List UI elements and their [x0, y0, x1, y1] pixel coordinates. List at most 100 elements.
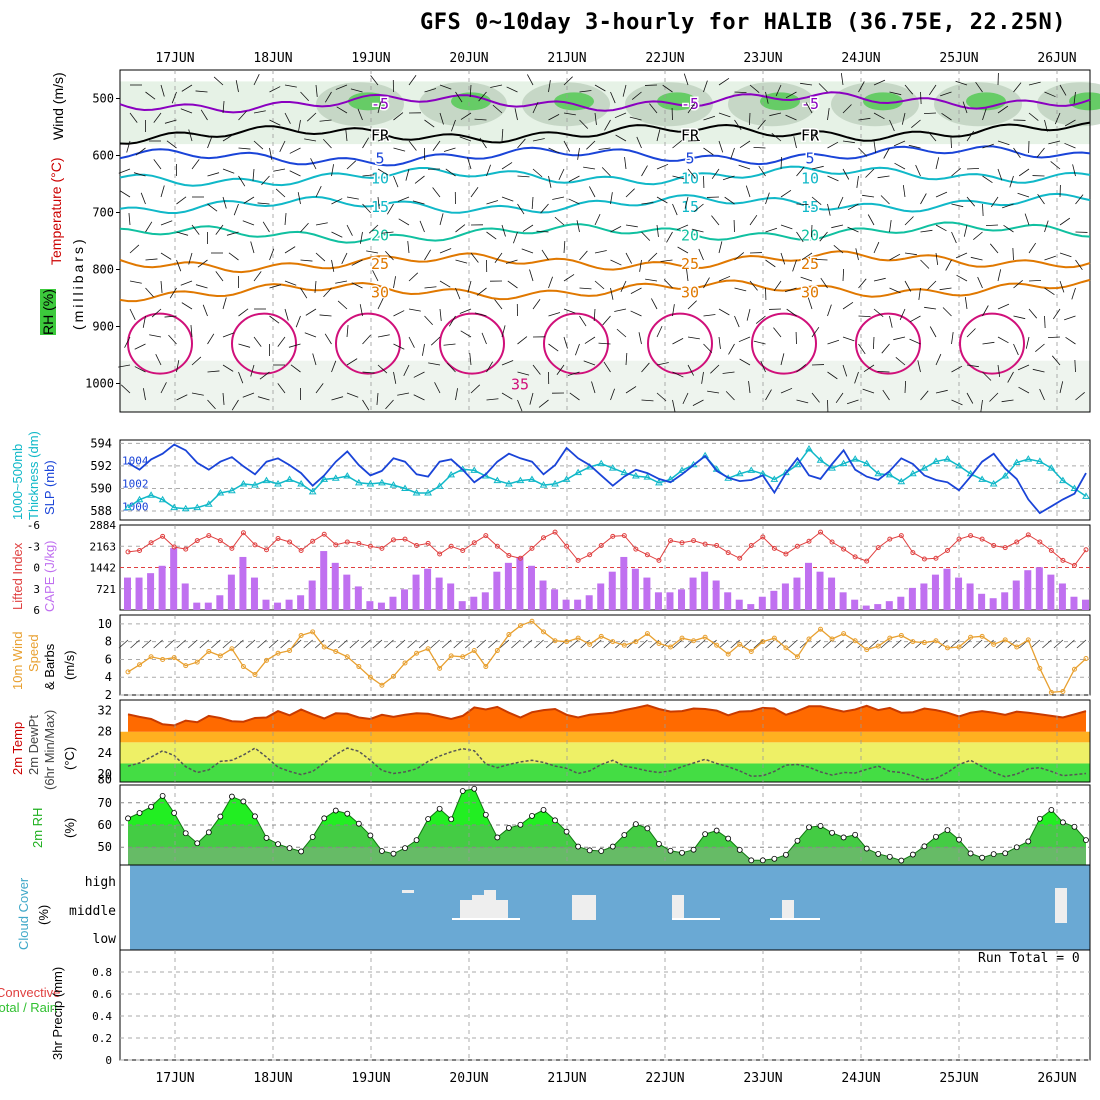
thickness-point	[378, 478, 386, 486]
isotherm-label: FR	[371, 127, 390, 145]
isotherm-30	[119, 278, 1091, 303]
wind-barb	[831, 224, 844, 229]
lifted-point	[656, 557, 662, 563]
wind-barb	[703, 115, 716, 121]
rh-tick-label: 60	[98, 818, 112, 832]
isotherm-5	[119, 145, 1091, 167]
wind-speed-point	[321, 644, 327, 650]
wind-barb	[377, 364, 388, 374]
cape-bar	[124, 577, 131, 610]
wind-barb	[1051, 355, 1061, 366]
wind-barb	[997, 303, 1010, 310]
wind-speed-point	[287, 648, 293, 654]
lifted-point	[910, 550, 916, 556]
wind-barb	[486, 398, 499, 401]
wind-barb	[315, 84, 318, 97]
rh-blob-core	[554, 92, 594, 111]
wind-barb	[819, 231, 828, 242]
wind-barb	[1054, 112, 1061, 125]
wind-barb	[842, 336, 855, 342]
wind-barb	[514, 108, 518, 121]
isotherm-label: 10	[681, 169, 699, 187]
wind-barb	[181, 302, 193, 310]
wind-barb	[1012, 247, 1014, 261]
wind-barb	[880, 195, 890, 205]
wind-barb	[532, 101, 539, 114]
wind-barb	[796, 203, 809, 206]
wind-barb	[1072, 164, 1076, 177]
wind-barb	[428, 362, 441, 366]
rh-point	[852, 831, 859, 838]
wind-tick-label: 10	[98, 617, 112, 631]
wind-speed-point	[910, 639, 916, 645]
wind-barb	[501, 129, 504, 142]
wind-barb-10m	[511, 639, 521, 649]
wind-barb	[858, 278, 867, 289]
wind-barb	[840, 73, 844, 86]
wind-barb-10m	[1030, 639, 1041, 649]
wind-barb	[873, 112, 885, 120]
wind-barb	[160, 84, 165, 97]
isotherm-label: 10	[371, 169, 389, 187]
wind-barb	[842, 140, 855, 144]
wind-barb	[589, 186, 596, 198]
wind-barb	[443, 343, 456, 346]
wind-speed-point	[240, 664, 246, 670]
wind-barb	[858, 343, 866, 355]
wind-barb	[548, 80, 551, 93]
wind-barb	[904, 380, 907, 394]
wind-barb	[662, 84, 673, 93]
cape-bar	[793, 577, 801, 610]
wind-speed-point	[1025, 637, 1031, 643]
wind-barb-10m	[222, 639, 233, 649]
lifted-point	[460, 548, 466, 553]
wind-barb	[625, 386, 637, 394]
wind-barb	[202, 304, 208, 317]
wind-barb	[863, 364, 875, 373]
cape-bar	[481, 592, 489, 610]
wind-barb	[749, 214, 758, 226]
wind-barb	[881, 343, 890, 354]
wind-barb	[894, 162, 906, 170]
wind-barb	[133, 172, 146, 177]
wind-barb	[835, 392, 844, 404]
rh-point	[886, 853, 893, 860]
rh-point	[286, 845, 293, 852]
wind-barb-10m	[211, 639, 221, 649]
cape-bar	[908, 587, 916, 610]
wind-barb	[865, 168, 875, 178]
wind-barb	[672, 203, 678, 216]
wind-barb	[486, 231, 497, 240]
lifted-point	[829, 539, 835, 545]
wind-barb	[672, 338, 684, 345]
wind-barb	[693, 203, 704, 212]
wind-barb	[1059, 381, 1064, 394]
wind-barb	[982, 175, 993, 184]
wind-barb	[982, 371, 992, 381]
thickness-point	[227, 486, 236, 494]
lifted-point	[252, 542, 258, 548]
wind-barb	[707, 390, 720, 394]
wind-barb	[532, 364, 541, 375]
wind-barb	[811, 326, 820, 338]
wind-barb	[734, 119, 742, 131]
wind-barb	[563, 112, 576, 116]
wind-barb	[432, 140, 441, 151]
wind-speed-point	[425, 646, 431, 652]
thickness-point	[193, 503, 202, 511]
wind-barb	[924, 306, 937, 310]
wind-barb	[820, 277, 828, 289]
lifted-point	[425, 540, 431, 546]
wind-barb	[966, 328, 976, 338]
wind-barb	[920, 390, 929, 401]
wind-barb	[563, 76, 573, 86]
wind-barb	[583, 360, 596, 366]
wind-barb-10m	[961, 639, 971, 649]
thickness-point	[816, 456, 825, 463]
rh-point	[529, 812, 535, 819]
wind-barb	[997, 364, 1001, 377]
thickness-point	[124, 503, 132, 511]
wind-barb	[459, 136, 472, 142]
wind-speed-point	[264, 657, 270, 663]
wind-barb	[424, 88, 437, 93]
